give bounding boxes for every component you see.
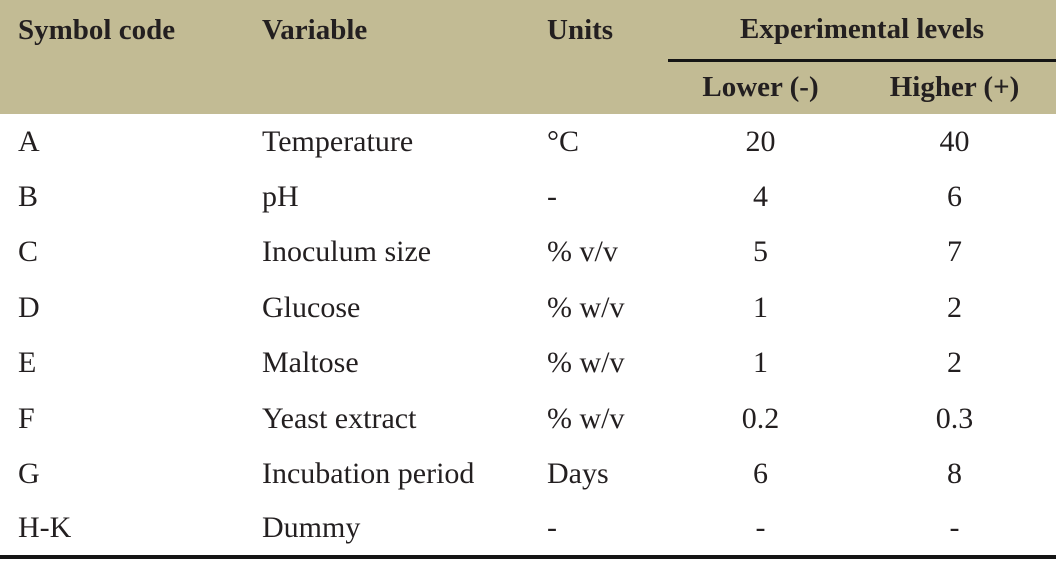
table-row: C Inoculum size % v/v 5 7 [0, 225, 1056, 280]
header-lower-level: Lower (-) [668, 60, 853, 114]
cell-higher: 40 [939, 124, 970, 158]
cell-higher: 6 [947, 180, 962, 214]
table-row: B pH - 4 6 [0, 169, 1056, 224]
cell-lower: 5 [753, 235, 768, 269]
cell-variable: Yeast extract [262, 401, 417, 435]
cell-symbol: E [18, 346, 37, 380]
cell-units: % w/v [547, 401, 625, 435]
cell-variable: Glucose [262, 290, 361, 324]
cell-variable: Temperature [262, 124, 414, 158]
header-variable: Variable [250, 0, 540, 114]
cell-symbol: H-K [18, 511, 72, 545]
cell-symbol: B [18, 180, 39, 214]
cell-variable: Inoculum size [262, 235, 432, 269]
cell-lower: 1 [753, 290, 768, 324]
header-units: Units [540, 0, 668, 114]
table-row: H-K Dummy - - - [0, 502, 1056, 557]
table-row: D Glucose % w/v 1 2 [0, 280, 1056, 335]
header-symbol-code: Symbol code [0, 0, 250, 114]
cell-higher: 7 [947, 235, 962, 269]
header-higher-level: Higher (+) [853, 60, 1056, 114]
table-body: A Temperature °C 20 40 B pH - 4 6 C Inoc… [0, 114, 1056, 557]
cell-variable: Incubation period [262, 457, 475, 491]
table-row: E Maltose % w/v 1 2 [0, 336, 1056, 391]
cell-symbol: C [18, 235, 39, 269]
cell-units: % v/v [547, 235, 618, 269]
cell-symbol: A [18, 124, 40, 158]
header-experimental-levels: Experimental levels [668, 0, 1056, 62]
cell-higher: 2 [947, 290, 962, 324]
cell-units: - [547, 511, 557, 545]
cell-higher: 2 [947, 346, 962, 380]
cell-lower: 6 [753, 457, 768, 491]
cell-units: Days [547, 457, 609, 491]
cell-lower: 0.2 [741, 401, 780, 435]
cell-units: % w/v [547, 346, 625, 380]
cell-lower: - [755, 511, 766, 545]
cell-symbol: D [18, 290, 40, 324]
cell-higher: 8 [947, 457, 962, 491]
cell-units: - [547, 180, 557, 214]
cell-units: °C [547, 124, 580, 158]
cell-lower: 4 [753, 180, 768, 214]
table-header: Symbol code Variable Units Experimental … [0, 0, 1056, 114]
cell-higher: - [949, 511, 960, 545]
cell-variable: Maltose [262, 346, 359, 380]
cell-units: % w/v [547, 290, 625, 324]
cell-lower: 1 [753, 346, 768, 380]
table-row: F Yeast extract % w/v 0.2 0.3 [0, 391, 1056, 446]
cell-lower: 20 [745, 124, 776, 158]
cell-variable: Dummy [262, 511, 361, 545]
cell-higher: 0.3 [935, 401, 974, 435]
cell-symbol: F [18, 401, 35, 435]
table-row: G Incubation period Days 6 8 [0, 446, 1056, 501]
cell-variable: pH [262, 180, 299, 214]
table-row: A Temperature °C 20 40 [0, 114, 1056, 169]
cell-symbol: G [18, 457, 40, 491]
